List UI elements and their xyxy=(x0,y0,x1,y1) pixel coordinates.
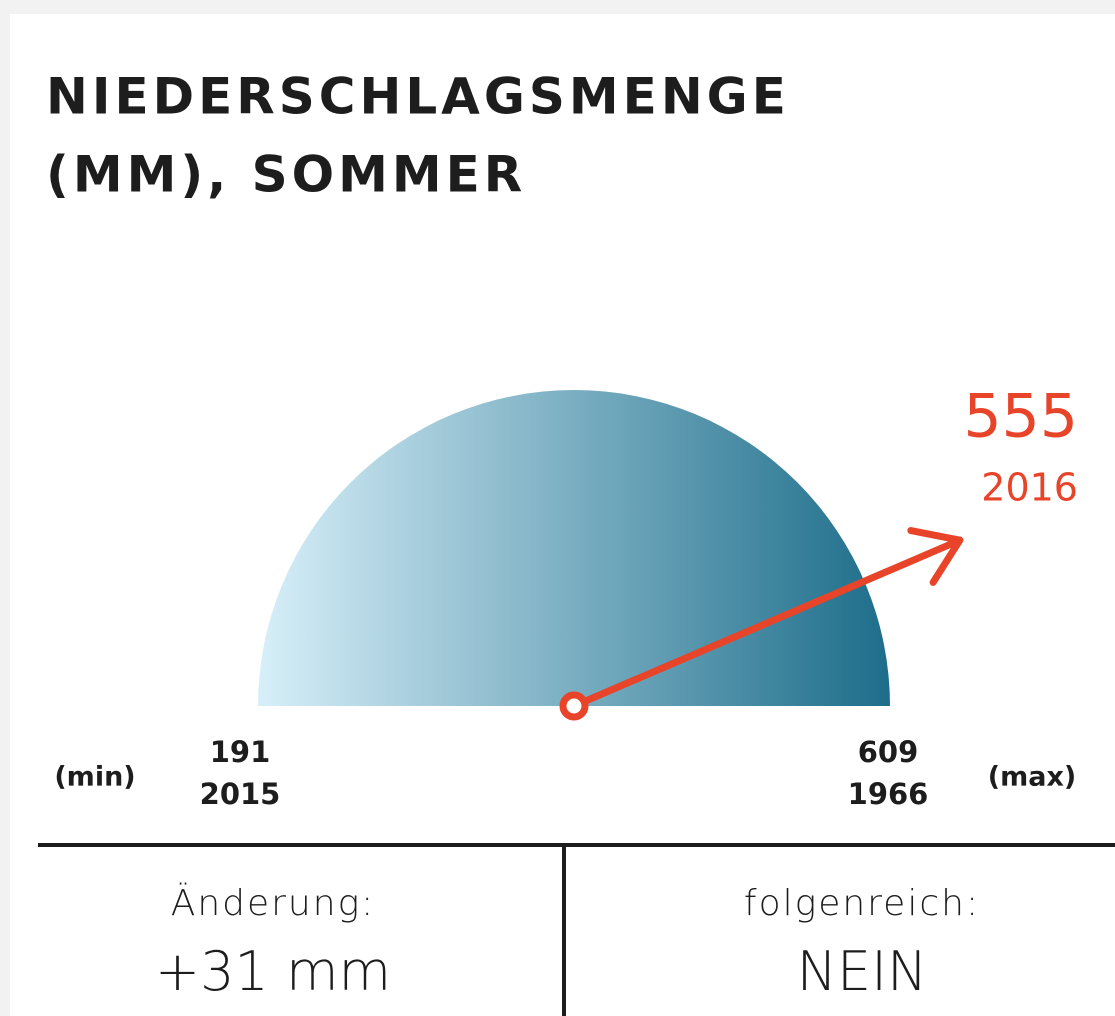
needle-head xyxy=(907,527,964,586)
max-label: (max) xyxy=(988,762,1076,793)
chart-title: NIEDERSCHLAGSMENGE xyxy=(46,68,790,126)
min-value: 191 xyxy=(210,735,271,769)
value-label: 555 xyxy=(963,382,1078,452)
footer-label: folgenreich: xyxy=(744,883,980,924)
min-year: 2015 xyxy=(200,777,281,811)
max-value: 609 xyxy=(858,735,919,769)
min-label: (min) xyxy=(54,762,135,793)
footer-value: NEIN xyxy=(797,940,928,1003)
needle-pivot xyxy=(559,691,589,721)
chart-title: (MM), SOMMER xyxy=(46,146,526,204)
value-year: 2016 xyxy=(981,466,1078,510)
gauge-arc xyxy=(258,390,890,706)
footer-label: Änderung: xyxy=(171,882,376,924)
max-year: 1966 xyxy=(848,777,929,811)
needle xyxy=(570,536,964,710)
footer-value: +31 mm xyxy=(155,940,391,1003)
